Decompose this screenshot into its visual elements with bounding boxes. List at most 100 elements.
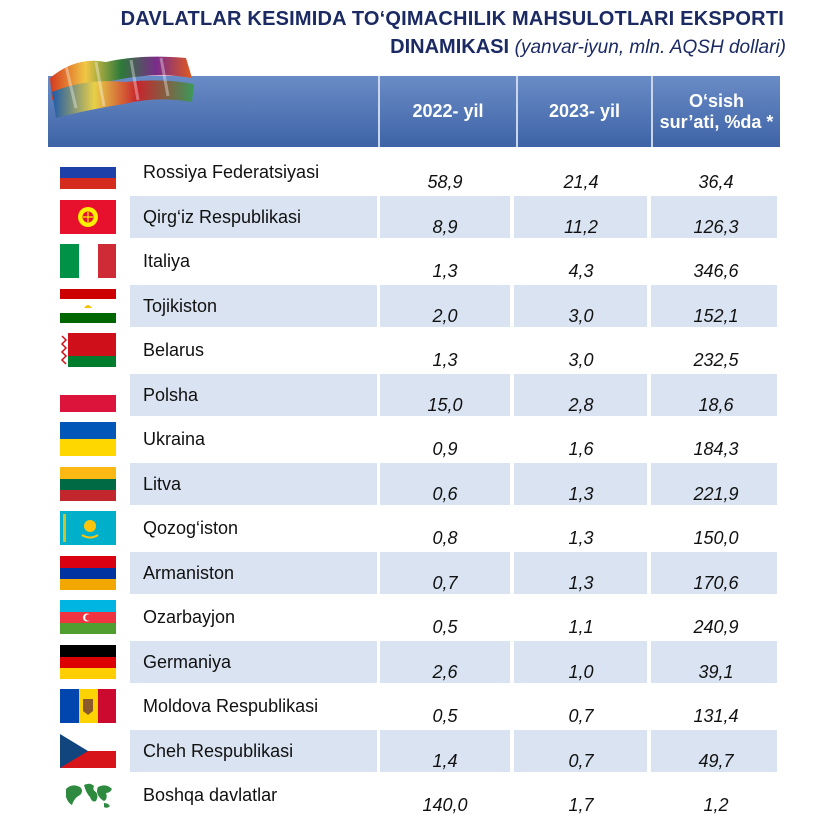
value-2023: 1,7: [568, 795, 594, 815]
moldova-flag: [60, 689, 116, 723]
value-2022: 0,9: [432, 439, 458, 459]
value-2022: 15,0: [427, 395, 463, 415]
row-band: [130, 730, 377, 772]
lithuania-flag: [60, 467, 116, 501]
kazakhstan-flag: [60, 511, 116, 545]
value-2023: 21,4: [563, 172, 599, 192]
value-2023: 1,3: [568, 573, 594, 593]
country-name: Cheh Respublikasi: [143, 741, 294, 761]
country-name: Qozog‘iston: [143, 518, 239, 538]
value-growth: 1,2: [703, 795, 729, 815]
ukraine-flag: [60, 422, 116, 456]
czech-flag: [60, 734, 116, 768]
value-2023: 3,0: [568, 306, 594, 326]
row-band: [380, 552, 510, 594]
value-growth: 131,4: [693, 706, 739, 726]
column-header-growth: O‘sish sur’ati, %da *: [651, 76, 780, 147]
value-growth: 36,4: [698, 172, 734, 192]
country-name: Ozarbayjon: [143, 607, 236, 627]
row-band: [651, 463, 777, 505]
value-2022: 1,3: [432, 350, 458, 370]
title-subtitle: (yanvar-iyun, mln. AQSH dollari): [514, 37, 786, 58]
value-2022: 0,8: [432, 528, 458, 548]
row-band: [130, 552, 377, 594]
country-name: Rossiya Federatsiyasi: [143, 162, 320, 182]
value-growth: 49,7: [698, 751, 734, 771]
row-band: [651, 196, 777, 238]
value-growth: 221,9: [693, 484, 739, 504]
value-2023: 1,3: [568, 528, 594, 548]
armenia-flag: [60, 556, 116, 590]
row-band: [514, 285, 647, 327]
poland-flag: [60, 378, 116, 412]
row-band: [514, 374, 647, 416]
country-name: Tojikiston: [143, 296, 218, 316]
value-2023: 1,1: [568, 617, 594, 637]
country-name: Italiya: [143, 251, 191, 271]
page-title-line2: DINAMIKASI (yanvar-iyun, mln. AQSH dolla…: [60, 36, 786, 59]
tajikistan-flag: [60, 289, 116, 323]
world-map-icon: [66, 783, 112, 808]
azerbaijan-flag: [60, 600, 116, 634]
column-header-2022: 2022- yil: [378, 76, 516, 147]
textile-fabric-image: [50, 56, 194, 118]
page-title-line1: DAVLATLAR KESIMIDA TO‘QIMACHILIK MAHSULO…: [120, 8, 784, 30]
country-name: Boshqa davlatlar: [143, 785, 278, 805]
value-2023: 1,3: [568, 484, 594, 504]
value-2022: 58,9: [427, 172, 463, 192]
value-growth: 240,9: [693, 617, 739, 637]
row-band: [130, 196, 377, 238]
row-band: [380, 641, 510, 683]
country-name: Germaniya: [143, 652, 232, 672]
row-band: [130, 463, 377, 505]
row-band: [651, 730, 777, 772]
belarus-flag: [60, 333, 116, 367]
kyrgyzstan-flag: [60, 200, 116, 234]
value-2023: 11,2: [564, 217, 598, 237]
value-2023: 4,3: [568, 261, 594, 281]
row-band: [651, 374, 777, 416]
row-band: [130, 285, 377, 327]
row-band: [514, 552, 647, 594]
row-band: [380, 285, 510, 327]
column-header-2023: 2023- yil: [516, 76, 651, 147]
value-2022: 8,9: [432, 217, 458, 237]
germany-flag: [60, 645, 116, 679]
value-2023: 1,0: [568, 662, 594, 682]
value-2022: 1,3: [432, 261, 458, 281]
value-2022: 1,4: [432, 751, 458, 771]
row-band: [380, 463, 510, 505]
row-band: [380, 196, 510, 238]
value-growth: 126,3: [693, 217, 739, 237]
title-bold: DINAMIKASI: [390, 36, 510, 58]
row-band: [380, 374, 510, 416]
row-band: [130, 641, 377, 683]
value-growth: 18,6: [698, 395, 734, 415]
value-growth: 39,1: [698, 662, 734, 682]
value-growth: 170,6: [693, 573, 739, 593]
value-growth: 184,3: [693, 439, 739, 459]
value-2022: 140,0: [422, 795, 468, 815]
row-band: [514, 196, 647, 238]
row-band: [651, 641, 777, 683]
italy-flag: [60, 244, 116, 278]
country-name: Moldova Respublikasi: [143, 696, 319, 716]
row-band: [514, 730, 647, 772]
country-name: Belarus: [143, 340, 205, 360]
value-2023: 3,0: [568, 350, 594, 370]
value-2022: 0,7: [432, 573, 458, 593]
value-growth: 152,1: [693, 306, 739, 326]
value-2023: 1,6: [568, 439, 594, 459]
row-band: [130, 374, 377, 416]
row-band: [651, 552, 777, 594]
value-growth: 150,0: [693, 528, 739, 548]
value-growth: 232,5: [693, 350, 739, 370]
value-2022: 0,5: [432, 706, 458, 726]
value-growth: 346,6: [693, 261, 739, 281]
value-2022: 0,6: [432, 484, 458, 504]
value-2022: 2,0: [432, 306, 458, 326]
value-2023: 0,7: [568, 706, 594, 726]
country-name: Qirg‘iz Respublikasi: [143, 207, 302, 227]
row-band: [380, 730, 510, 772]
value-2023: 2,8: [568, 395, 594, 415]
